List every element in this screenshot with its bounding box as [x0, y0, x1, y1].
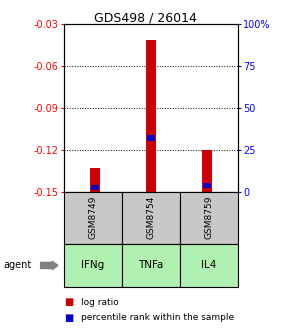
Text: IL4: IL4 [201, 260, 217, 270]
Text: IFNg: IFNg [81, 260, 104, 270]
Bar [202, 150, 212, 192]
Text: GSM8749: GSM8749 [88, 196, 97, 239]
Text: percentile rank within the sample: percentile rank within the sample [81, 313, 234, 322]
Bar [146, 40, 156, 192]
Text: log ratio: log ratio [81, 298, 119, 307]
Text: TNFa: TNFa [138, 260, 164, 270]
Bar [91, 184, 99, 190]
Text: ■: ■ [64, 297, 73, 307]
Text: agent: agent [3, 260, 31, 270]
Bar [203, 183, 211, 188]
Bar [147, 135, 155, 140]
Text: ■: ■ [64, 312, 73, 323]
Bar [90, 168, 100, 192]
Text: GSM8759: GSM8759 [204, 196, 213, 239]
Text: GSM8754: GSM8754 [146, 196, 155, 239]
Text: GDS498 / 26014: GDS498 / 26014 [94, 12, 196, 25]
